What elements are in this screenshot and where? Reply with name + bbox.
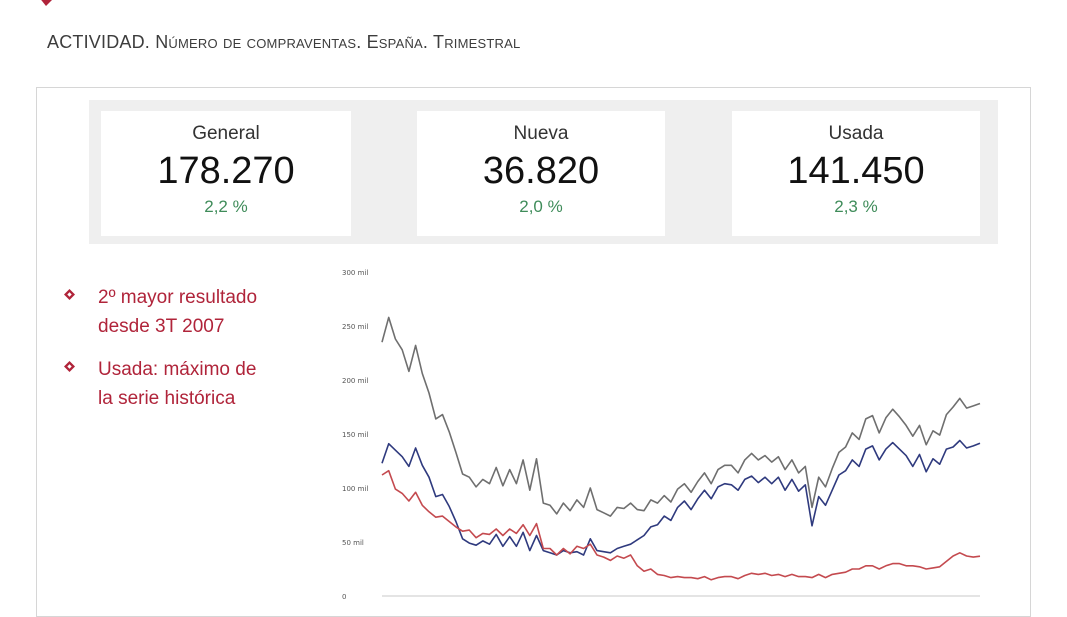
y-tick-label: 250 mil (342, 323, 368, 331)
y-tick-label: 50 mil (342, 539, 364, 547)
diamond-bullet-icon (64, 289, 75, 300)
kpi-change: 2,2 % (204, 197, 248, 216)
kpi-card-general: General 178.270 2,2 % (101, 111, 351, 236)
y-tick-label: 100 mil (342, 485, 368, 493)
line-chart: 0 50 mil 100 mil 150 mil 200 mil 250 mil 300 m… (342, 269, 981, 600)
kpi-value: 36.820 (482, 150, 600, 192)
y-tick-label: 0 (342, 593, 346, 600)
kpi-label: Usada (828, 123, 884, 144)
series-line-general (381, 316, 981, 517)
kpi-label: Nueva (513, 123, 569, 144)
series-line-usada (381, 439, 981, 556)
kpi-card-nueva: Nueva 36.820 2,0 % (417, 111, 665, 236)
bullet-text: 2º mayor resultado desde 3T 2007 (98, 287, 258, 337)
y-tick-label: 300 mil (342, 269, 368, 277)
bullet-item: 2º mayor resultado desde 3T 2007 (60, 283, 320, 341)
kpi-card-usada: Usada 141.450 2,3 % (732, 111, 980, 236)
kpi-value: 141.450 (787, 150, 925, 192)
page-title: ACTIVIDAD. Número de compraventas. Españ… (47, 32, 521, 52)
kpi-value: 178.270 (157, 150, 295, 192)
y-tick-label: 150 mil (342, 431, 368, 439)
corner-logo-mark (41, 0, 52, 6)
y-tick-label: 200 mil (342, 377, 368, 385)
kpi-change: 2,0 % (519, 197, 563, 216)
bullet-text: Usada: máximo de la serie histórica (98, 359, 257, 409)
bullet-item: Usada: máximo de la serie histórica (60, 355, 320, 413)
kpi-label: General (192, 123, 260, 144)
diamond-bullet-icon (64, 361, 75, 372)
series-line-nueva (381, 469, 981, 581)
bullet-list: 2º mayor resultado desde 3T 2007 Usada: … (60, 283, 320, 427)
kpi-change: 2,3 % (834, 197, 878, 216)
